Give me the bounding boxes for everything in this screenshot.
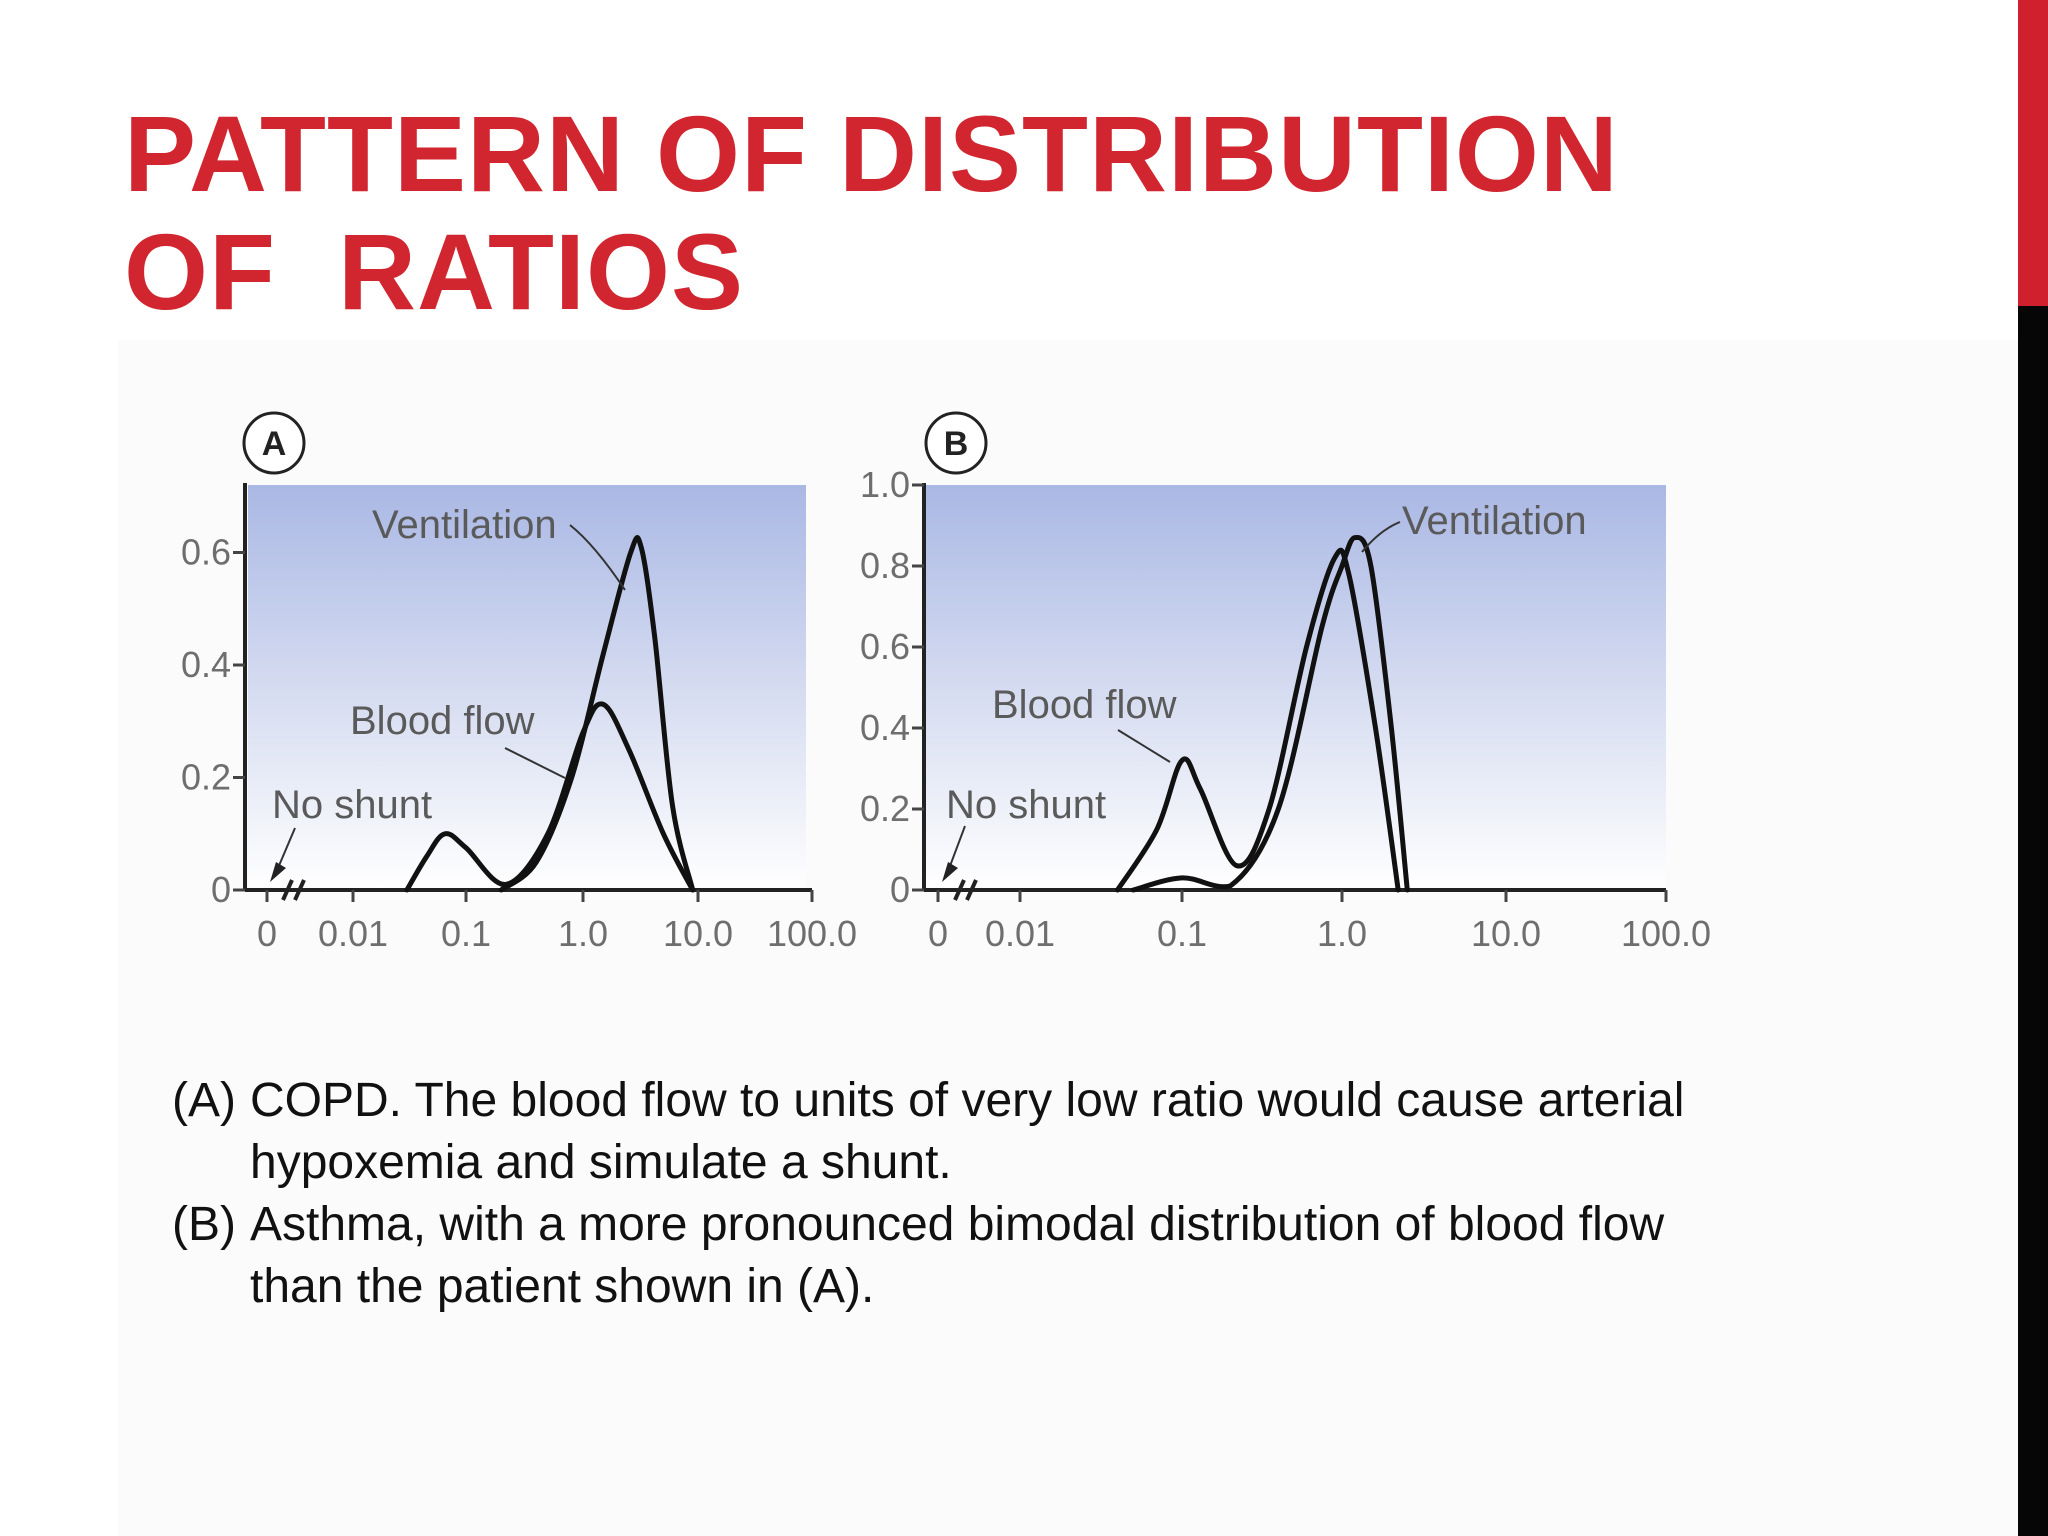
caption-tag-b: (B) — [172, 1198, 236, 1251]
x-tick-label-a: 0.01 — [318, 913, 388, 954]
pointer-no-shunt-a — [277, 827, 296, 869]
annotation-no-shunt-a: No shunt — [272, 783, 432, 827]
chart-panel-a: A 0 0.2 0.4 0.6 0 0.01 0.1 1.0 10.0 100.0 Ventila… — [181, 411, 857, 955]
panel-a-badge: A — [242, 411, 306, 475]
annotation-ventilation-b: Ventilation — [1402, 499, 1587, 543]
y-tick-label-b: 0.8 — [860, 545, 910, 586]
caption-text-b: Asthma, with a more pronounced bimodal d… — [250, 1198, 1665, 1313]
panel-b-badge-label: B — [944, 425, 969, 463]
pointer-blood-flow-a — [504, 747, 566, 779]
annotation-no-shunt-b: No shunt — [946, 783, 1106, 827]
axis-break-a — [281, 879, 306, 901]
y-tick-label-b: 0.4 — [860, 707, 910, 748]
title-line-2: OF RATIOS — [124, 211, 744, 332]
caption-item-a: (A) COPD. The blood flow to units of ver… — [172, 1070, 1732, 1194]
chart-panel-b-curves — [1115, 535, 1410, 893]
y-tick-label-a: 0.4 — [181, 644, 231, 685]
curve-blood-flow-a — [404, 701, 696, 893]
chart-panel-b-annotations: Ventilation Blood flow No shunt — [942, 499, 1587, 901]
chart-panel-b: B 0 0.2 0.4 0.6 0.8 1.0 0 0.01 0.1 1.0 10.0 100.0 V… — [860, 411, 1711, 954]
title-line-1: PATTERN OF DISTRIBUTION — [124, 93, 1619, 214]
curve-ventilation-a — [498, 535, 696, 893]
chart-panel-a-axes — [233, 483, 814, 902]
y-tick-label-b: 1.0 — [860, 464, 910, 505]
panel-b-badge: B — [924, 411, 988, 475]
pointer-ventilation-b — [1361, 521, 1401, 553]
y-tick-label-b: 0 — [890, 869, 910, 910]
x-tick-label-b: 0 — [928, 913, 948, 954]
x-tick-label-b: 0.1 — [1157, 913, 1207, 954]
x-tick-label-b: 1.0 — [1317, 913, 1367, 954]
x-tick-label-a: 0.1 — [441, 913, 491, 954]
annotation-blood-flow-b: Blood flow — [992, 683, 1177, 727]
chart-panel-a-curves — [404, 535, 696, 893]
curve-ventilation-b — [1130, 535, 1410, 893]
chart-panel-a-annotations: Ventilation Blood flow No shunt — [270, 503, 626, 901]
y-tick-label-b: 0.2 — [860, 788, 910, 829]
chart-panel-a-background — [248, 485, 806, 890]
panel-a-badge-label: A — [262, 425, 287, 463]
annotation-ventilation-a: Ventilation — [372, 503, 557, 547]
x-tick-label-a: 0 — [257, 913, 277, 954]
arrow-no-shunt-a — [270, 862, 286, 882]
x-tick-label-a: 100.0 — [767, 913, 857, 954]
y-tick-label-a: 0.6 — [181, 532, 231, 573]
caption-tag-a: (A) — [172, 1074, 236, 1127]
arrow-no-shunt-b — [942, 862, 958, 882]
caption-text-a: COPD. The blood flow to units of very lo… — [250, 1074, 1685, 1189]
x-tick-label-b: 100.0 — [1621, 913, 1711, 954]
y-tick-label-a: 0 — [211, 869, 231, 910]
axis-break-b — [953, 879, 978, 901]
accent-bar-top — [2018, 0, 2048, 306]
x-tick-label-b: 10.0 — [1471, 913, 1541, 954]
caption-item-b: (B) Asthma, with a more pronounced bimod… — [172, 1194, 1732, 1318]
x-tick-label-a: 1.0 — [558, 913, 608, 954]
pointer-no-shunt-b — [949, 825, 966, 867]
pointer-blood-flow-b — [1117, 729, 1171, 763]
accent-bar-bottom — [2018, 306, 2048, 1536]
curve-blood-flow-b — [1115, 547, 1401, 893]
y-tick-label-b: 0.6 — [860, 626, 910, 667]
chart-panel-b-tick-labels: 0 0.2 0.4 0.6 0.8 1.0 0 0.01 0.1 1.0 10.0 100.0 — [860, 464, 1711, 954]
slide-title: PATTERN OF DISTRIBUTION OF RATIOS — [124, 95, 1924, 331]
x-tick-label-b: 0.01 — [985, 913, 1055, 954]
chart-panel-a-tick-labels: 0 0.2 0.4 0.6 0 0.01 0.1 1.0 10.0 100.0 — [181, 532, 857, 955]
x-tick-label-a: 10.0 — [663, 913, 733, 954]
pointer-ventilation-a — [569, 524, 626, 591]
caption-list: (A) COPD. The blood flow to units of ver… — [172, 1070, 1732, 1318]
y-tick-label-a: 0.2 — [181, 757, 231, 798]
annotation-blood-flow-a: Blood flow — [350, 699, 535, 743]
chart-panel-b-axes — [912, 483, 1668, 902]
